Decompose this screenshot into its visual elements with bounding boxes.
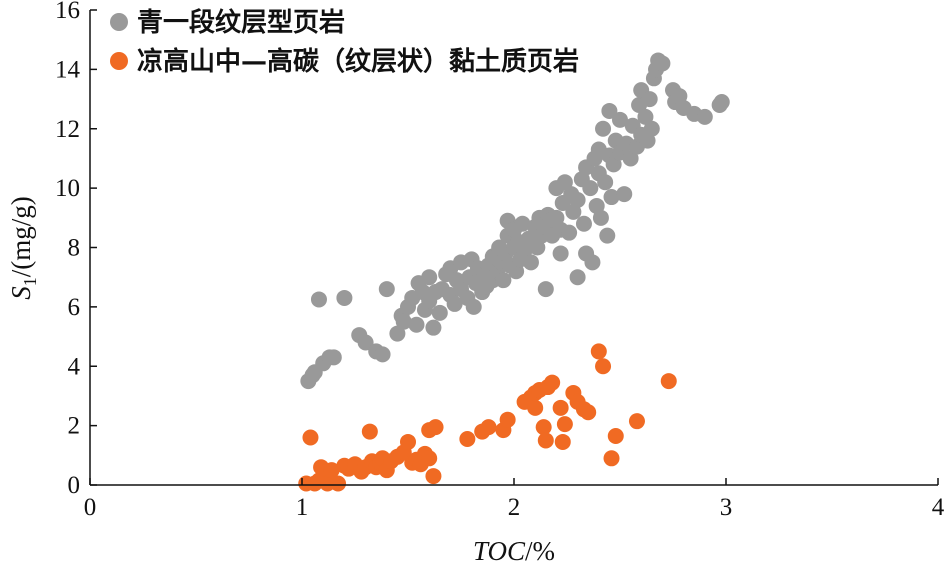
x-tick-label: 3 [720,494,733,521]
data-point-series-1 [310,291,327,308]
data-point-series-2 [427,419,444,436]
data-point-series-2 [527,399,544,416]
data-point-series-1 [537,281,554,298]
x-ticks: 0 1 2 3 4 [84,478,945,521]
x-tick-label: 0 [84,494,97,521]
data-point-series-1 [374,346,391,363]
y-tick-label: 4 [68,353,81,380]
data-point-series-2 [552,399,569,416]
y-tick-label: 12 [55,116,80,143]
legend-label-series-1: 青一段纹层型页岩 [137,7,345,38]
data-point-series-1 [696,108,713,125]
data-point-series-1 [643,120,660,137]
data-point-series-1 [622,150,639,167]
data-point-series-1 [514,215,531,232]
data-point-series-2 [499,411,516,428]
data-point-series-1 [616,186,633,203]
data-point-series-1 [592,209,609,226]
plot-points [298,52,730,492]
data-point-series-1 [552,245,569,262]
y-tick-label: 8 [68,235,81,262]
data-point-series-2 [425,468,442,485]
data-point-series-2 [537,432,554,449]
data-point-series-2 [603,450,620,467]
x-axis-title: TOC/% [473,536,555,566]
data-point-series-2 [554,433,571,450]
data-point-series-1 [595,120,612,137]
y-tick-label: 6 [68,294,81,321]
y-tick-label: 10 [55,175,80,202]
data-point-series-2 [480,419,497,436]
data-point-series-1 [522,254,539,271]
data-point-series-1 [713,94,730,111]
y-tick-label: 16 [55,0,80,24]
x-tick-label: 2 [508,494,521,521]
data-point-series-1 [556,174,573,191]
data-point-series-2 [628,413,645,430]
data-point-series-2 [590,343,607,360]
y-tick-label: 0 [68,472,81,499]
y-axis-title: S1/(mg/g) [6,196,40,300]
data-point-series-2 [400,433,416,450]
data-point-series-2 [580,404,597,421]
data-point-series-1 [389,325,406,342]
data-point-series-2 [323,462,340,479]
data-point-series-1 [654,55,671,72]
data-point-series-1 [584,254,601,271]
data-point-series-1 [569,269,586,286]
data-point-series-1 [599,227,616,244]
data-point-series-1 [378,281,395,298]
data-point-series-1 [575,215,592,232]
data-point-series-2 [595,358,612,375]
data-point-series-1 [582,180,599,197]
data-point-series-2 [302,429,319,446]
data-point-series-1 [561,224,578,241]
data-point-series-1 [357,334,374,351]
data-point-series-1 [605,156,622,173]
data-point-series-2 [607,428,624,445]
data-point-series-2 [535,419,552,436]
data-point-series-1 [597,174,614,191]
data-point-series-1 [408,316,425,333]
y-tick-label: 14 [55,56,81,83]
legend-marker-series-1 [110,13,128,31]
data-point-series-2 [660,373,677,390]
data-point-series-1 [569,192,586,208]
legend: 青一段纹层型页岩 凉高山中—高碳（纹层状）黏土质页岩 [110,7,579,77]
data-point-series-2 [330,475,347,492]
data-point-series-1 [601,102,618,119]
data-point-series-1 [336,289,353,306]
data-point-series-1 [603,189,620,206]
data-point-series-1 [325,349,342,366]
legend-marker-series-2 [110,52,128,70]
data-point-series-2 [421,450,438,467]
data-point-series-2 [459,430,476,447]
y-tick-label: 2 [68,413,81,440]
data-point-series-1 [421,269,438,286]
x-tick-label: 1 [296,494,309,521]
legend-label-series-2: 凉高山中—高碳（纹层状）黏土质页岩 [137,46,579,77]
data-point-series-1 [431,304,448,321]
data-point-series-1 [495,272,512,289]
y-ticks: 0 2 4 6 8 10 12 14 16 [55,0,97,499]
data-point-series-1 [612,111,628,128]
data-point-series-1 [637,108,654,125]
data-point-series-2 [544,374,561,391]
data-point-series-1 [446,295,463,312]
data-point-series-2 [556,416,573,433]
data-point-series-1 [465,298,482,315]
data-point-series-1 [395,313,412,330]
data-point-series-2 [361,423,378,440]
data-point-series-1 [641,91,658,108]
x-tick-label: 4 [932,494,945,521]
data-point-series-1 [425,319,442,336]
